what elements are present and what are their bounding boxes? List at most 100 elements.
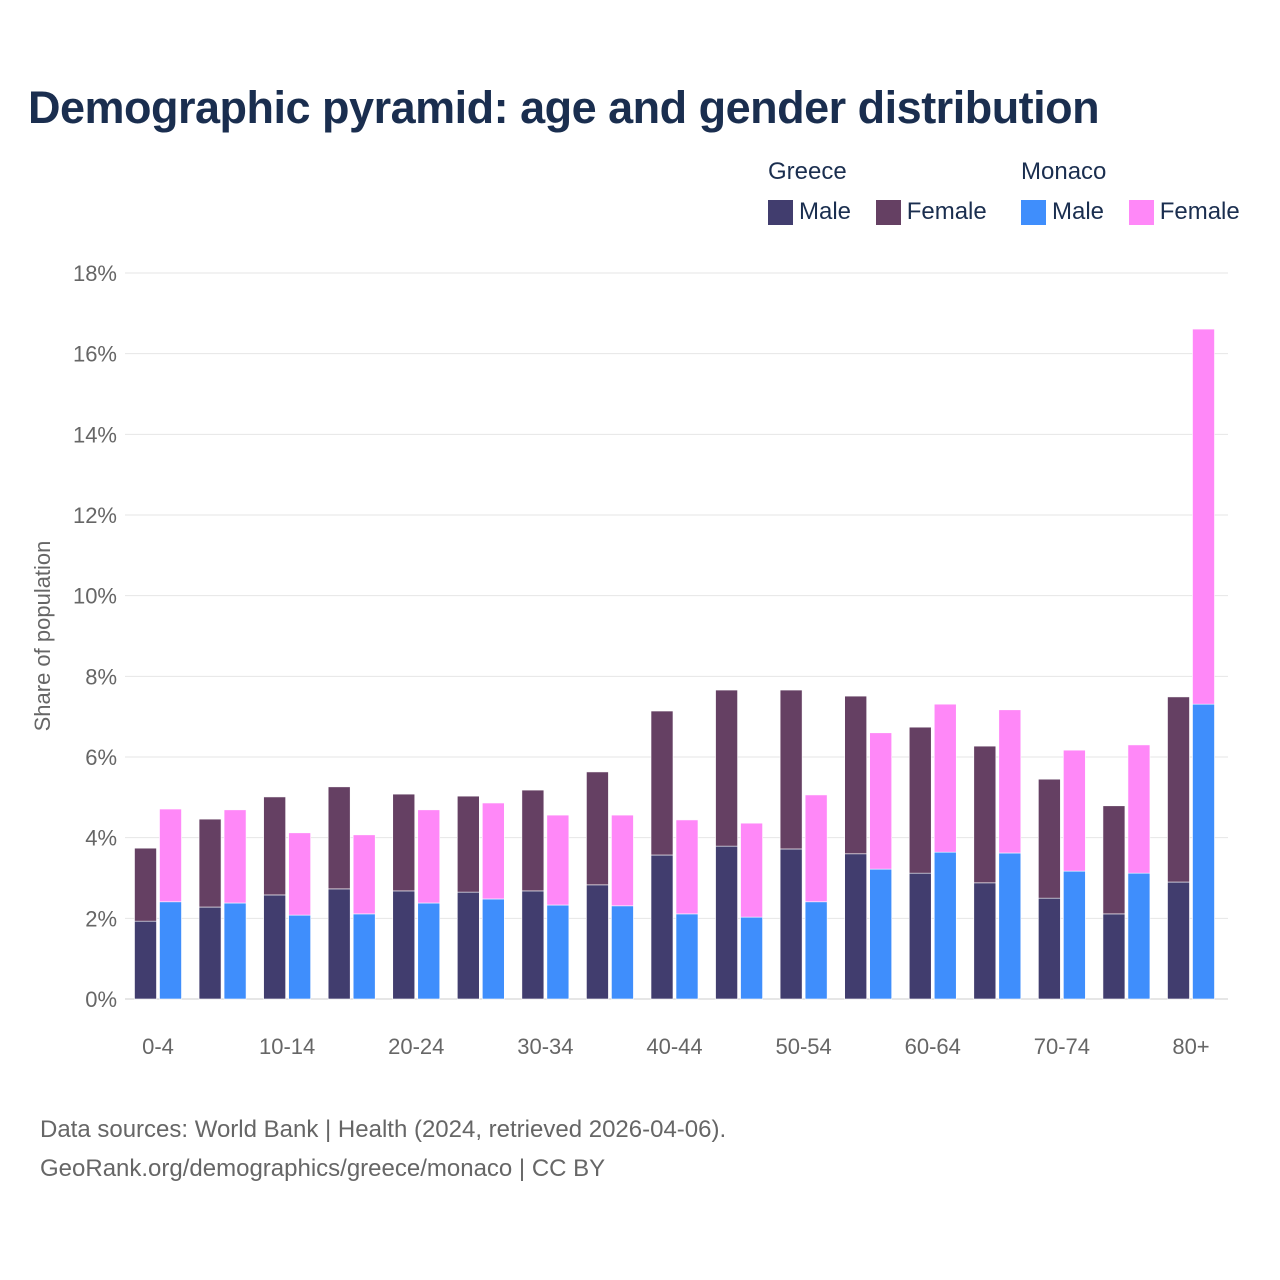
bar-greece-female-30-34[interactable]: [521, 789, 545, 892]
x-tick-label: 40-44: [646, 1034, 702, 1059]
bar-greece-male-0-4[interactable]: [134, 920, 157, 1000]
legend-swatch: [875, 199, 901, 225]
bar-greece-female-50-54[interactable]: [779, 689, 803, 850]
bar-greece-male-15-19[interactable]: [327, 888, 351, 1000]
legend-swatch: [768, 199, 793, 225]
bar-monaco-female-10-14[interactable]: [288, 832, 311, 916]
bar-monaco-male-50-54[interactable]: [804, 901, 828, 1000]
bar-monaco-female-80+[interactable]: [1192, 328, 1215, 705]
y-tick-label: 18%: [73, 261, 117, 286]
y-tick-label: 16%: [73, 342, 117, 367]
x-tick-label: 30-34: [517, 1034, 573, 1059]
bar-greece-male-20-24[interactable]: [392, 890, 416, 1000]
bar-monaco-male-10-14[interactable]: [288, 914, 311, 1000]
bar-greece-female-10-14[interactable]: [263, 796, 286, 896]
bar-monaco-male-35-39[interactable]: [611, 905, 634, 1000]
bar-greece-male-35-39[interactable]: [586, 884, 609, 1000]
bar-greece-male-5-9[interactable]: [198, 906, 222, 1000]
bar-monaco-male-25-29[interactable]: [482, 898, 505, 1000]
bar-greece-female-80+[interactable]: [1167, 696, 1190, 883]
bar-monaco-male-0-4[interactable]: [159, 901, 182, 1000]
x-tick-label: 50-54: [775, 1034, 831, 1059]
bar-greece-male-10-14[interactable]: [263, 894, 286, 1000]
bar-greece-female-35-39[interactable]: [586, 771, 609, 886]
bar-greece-female-60-64[interactable]: [908, 726, 932, 874]
legend-item-greece-female[interactable]: Female: [875, 198, 987, 226]
bar-greece-female-40-44[interactable]: [650, 710, 674, 856]
bar-greece-female-5-9[interactable]: [198, 818, 222, 908]
bar-monaco-female-70-74[interactable]: [1063, 749, 1086, 872]
bar-greece-male-60-64[interactable]: [908, 872, 932, 1000]
legend-label: Male: [1052, 198, 1105, 225]
bar-monaco-male-75-79[interactable]: [1127, 872, 1151, 1000]
bar-greece-female-0-4[interactable]: [134, 847, 157, 922]
bar-greece-female-70-74[interactable]: [1038, 778, 1061, 899]
x-tick-label: 20-24: [388, 1034, 444, 1059]
legend-item-monaco-male[interactable]: Male: [1021, 198, 1104, 226]
bar-monaco-male-60-64[interactable]: [933, 851, 957, 1000]
bar-monaco-male-80+[interactable]: [1192, 703, 1215, 1000]
bar-greece-female-20-24[interactable]: [392, 793, 416, 892]
y-tick-label: 12%: [73, 503, 117, 528]
bar-monaco-female-40-44[interactable]: [675, 819, 699, 915]
y-tick-label: 8%: [85, 664, 117, 689]
y-tick-label: 0%: [85, 987, 117, 1012]
bar-monaco-male-20-24[interactable]: [417, 902, 441, 1000]
y-tick-label: 4%: [85, 826, 117, 851]
bar-monaco-male-45-49[interactable]: [740, 916, 763, 1000]
bar-monaco-female-50-54[interactable]: [804, 794, 828, 903]
bar-monaco-female-75-79[interactable]: [1127, 744, 1151, 874]
x-tick-label: 0-4: [142, 1034, 174, 1059]
bar-greece-male-45-49[interactable]: [715, 845, 738, 1000]
bar-greece-male-40-44[interactable]: [650, 854, 674, 1000]
bar-monaco-female-25-29[interactable]: [482, 802, 505, 900]
y-tick-label: 10%: [73, 584, 117, 609]
bar-monaco-female-60-64[interactable]: [933, 703, 957, 853]
bar-greece-male-70-74[interactable]: [1038, 897, 1061, 1000]
chart-title: Demographic pyramid: age and gender dist…: [28, 82, 1100, 133]
legend-monaco: Monaco Male Female: [1021, 158, 1240, 232]
bar-monaco-female-55-59[interactable]: [869, 732, 892, 870]
bar-greece-female-45-49[interactable]: [715, 689, 738, 847]
legend-item-monaco-female[interactable]: Female: [1128, 198, 1240, 226]
bar-monaco-female-45-49[interactable]: [740, 822, 763, 918]
bar-monaco-female-20-24[interactable]: [417, 809, 441, 904]
x-tick-label: 80+: [1172, 1034, 1209, 1059]
bar-greece-female-65-69[interactable]: [973, 745, 997, 884]
bar-greece-male-75-79[interactable]: [1102, 913, 1126, 1000]
bar-monaco-female-35-39[interactable]: [611, 814, 634, 907]
legend-label: Female: [1159, 198, 1240, 225]
legend-swatch: [1021, 199, 1046, 225]
legend-swatch: [1128, 199, 1154, 225]
bar-greece-male-50-54[interactable]: [779, 848, 803, 1000]
legend-label: Male: [799, 198, 852, 225]
x-tick-label: 60-64: [905, 1034, 961, 1059]
bar-greece-female-25-29[interactable]: [457, 795, 480, 893]
bar-monaco-female-5-9[interactable]: [223, 809, 247, 904]
bar-monaco-male-5-9[interactable]: [223, 902, 247, 1000]
bar-greece-female-15-19[interactable]: [327, 786, 351, 890]
bar-monaco-female-0-4[interactable]: [159, 808, 182, 903]
bar-greece-male-80+[interactable]: [1167, 881, 1190, 1000]
bar-greece-male-25-29[interactable]: [457, 891, 480, 1000]
legend-item-greece-male[interactable]: Male: [768, 198, 851, 226]
bar-monaco-female-15-19[interactable]: [352, 834, 376, 915]
bar-monaco-male-40-44[interactable]: [675, 913, 699, 1000]
bar-monaco-female-30-34[interactable]: [546, 814, 570, 906]
bar-greece-male-65-69[interactable]: [973, 882, 997, 1000]
bar-monaco-male-65-69[interactable]: [998, 852, 1022, 1000]
bar-greece-male-30-34[interactable]: [521, 890, 545, 1000]
bar-monaco-female-65-69[interactable]: [998, 709, 1022, 854]
bar-monaco-male-55-59[interactable]: [869, 868, 892, 1000]
bar-monaco-male-30-34[interactable]: [546, 904, 570, 1000]
bar-monaco-male-70-74[interactable]: [1063, 870, 1086, 1000]
bar-greece-female-75-79[interactable]: [1102, 805, 1126, 915]
y-tick-label: 2%: [85, 906, 117, 931]
x-tick-label: 70-74: [1034, 1034, 1090, 1059]
bar-greece-female-55-59[interactable]: [844, 695, 867, 855]
legend-label: Female: [906, 198, 987, 225]
legend-group-name: Greece: [768, 158, 847, 185]
bar-greece-male-55-59[interactable]: [844, 853, 867, 1000]
bar-monaco-male-15-19[interactable]: [352, 913, 376, 1000]
